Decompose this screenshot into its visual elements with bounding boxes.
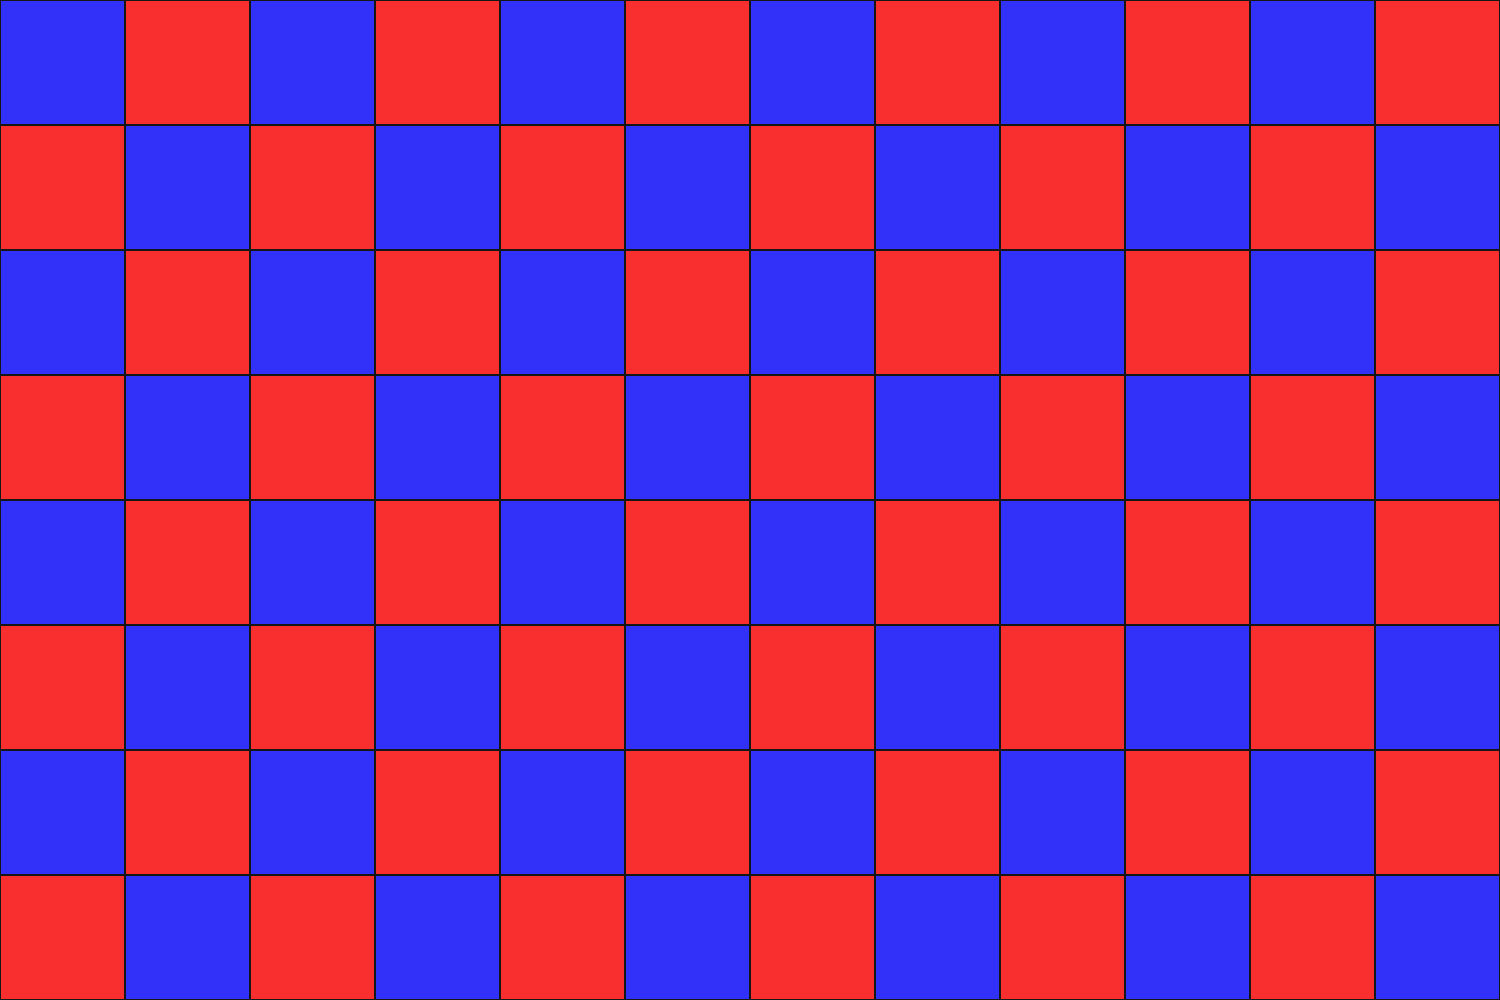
board-cell-red[interactable]: [751, 126, 874, 249]
board-cell-blue[interactable]: [126, 126, 249, 249]
board-cell-blue[interactable]: [501, 1, 624, 124]
board-cell-blue[interactable]: [626, 626, 749, 749]
board-cell-red[interactable]: [501, 126, 624, 249]
board-cell-blue[interactable]: [126, 626, 249, 749]
board-cell-blue[interactable]: [1126, 876, 1249, 999]
board-cell-blue[interactable]: [1, 251, 124, 374]
board-cell-red[interactable]: [1376, 251, 1499, 374]
board-cell-red[interactable]: [1376, 1, 1499, 124]
board-cell-red[interactable]: [876, 1, 999, 124]
board-cell-red[interactable]: [376, 1, 499, 124]
board-cell-red[interactable]: [1001, 626, 1124, 749]
board-cell-red[interactable]: [876, 251, 999, 374]
board-cell-red[interactable]: [501, 626, 624, 749]
board-cell-red[interactable]: [1001, 376, 1124, 499]
board-cell-blue[interactable]: [626, 376, 749, 499]
board-cell-blue[interactable]: [1251, 751, 1374, 874]
board-cell-red[interactable]: [626, 251, 749, 374]
board-cell-blue[interactable]: [1001, 751, 1124, 874]
board-cell-blue[interactable]: [126, 876, 249, 999]
board-cell-blue[interactable]: [501, 251, 624, 374]
board-cell-red[interactable]: [1, 876, 124, 999]
board-cell-red[interactable]: [251, 376, 374, 499]
board-cell-red[interactable]: [376, 751, 499, 874]
board-cell-red[interactable]: [1001, 126, 1124, 249]
board-cell-blue[interactable]: [751, 251, 874, 374]
board-cell-red[interactable]: [126, 751, 249, 874]
board-cell-red[interactable]: [1126, 751, 1249, 874]
board-cell-red[interactable]: [251, 626, 374, 749]
board-cell-red[interactable]: [1376, 751, 1499, 874]
board-cell-blue[interactable]: [501, 751, 624, 874]
board-cell-red[interactable]: [376, 501, 499, 624]
board-cell-blue[interactable]: [376, 626, 499, 749]
board-cell-red[interactable]: [1251, 626, 1374, 749]
board-cell-blue[interactable]: [1251, 251, 1374, 374]
board-cell-blue[interactable]: [626, 876, 749, 999]
board-cell-red[interactable]: [376, 251, 499, 374]
board-cell-blue[interactable]: [1, 751, 124, 874]
board-cell-blue[interactable]: [1001, 251, 1124, 374]
board-cell-blue[interactable]: [1251, 1, 1374, 124]
board-cell-red[interactable]: [1251, 376, 1374, 499]
board-cell-red[interactable]: [751, 376, 874, 499]
board-cell-red[interactable]: [1376, 501, 1499, 624]
board-cell-red[interactable]: [251, 876, 374, 999]
board-cell-blue[interactable]: [1, 501, 124, 624]
board-cell-red[interactable]: [626, 751, 749, 874]
board-cell-red[interactable]: [501, 876, 624, 999]
board-cell-blue[interactable]: [1126, 126, 1249, 249]
board-cell-red[interactable]: [1, 376, 124, 499]
board-cell-red[interactable]: [1126, 501, 1249, 624]
board-cell-blue[interactable]: [1376, 126, 1499, 249]
board-cell-blue[interactable]: [1001, 1, 1124, 124]
board-cell-blue[interactable]: [876, 376, 999, 499]
board-cell-blue[interactable]: [751, 1, 874, 124]
board-cell-red[interactable]: [751, 626, 874, 749]
board-cell-blue[interactable]: [251, 501, 374, 624]
board-cell-red[interactable]: [626, 501, 749, 624]
board-cell-blue[interactable]: [1251, 501, 1374, 624]
board-cell-red[interactable]: [1251, 126, 1374, 249]
board-cell-blue[interactable]: [876, 876, 999, 999]
board-cell-blue[interactable]: [1126, 376, 1249, 499]
board-cell-blue[interactable]: [1376, 376, 1499, 499]
board-cell-red[interactable]: [1126, 1, 1249, 124]
board-cell-red[interactable]: [751, 876, 874, 999]
board-cell-blue[interactable]: [876, 626, 999, 749]
board-cell-blue[interactable]: [251, 251, 374, 374]
board-cell-blue[interactable]: [251, 751, 374, 874]
board-cell-blue[interactable]: [1, 1, 124, 124]
board-cell-blue[interactable]: [1376, 626, 1499, 749]
board-cell-red[interactable]: [1251, 876, 1374, 999]
board-cell-blue[interactable]: [1376, 876, 1499, 999]
board-cell-red[interactable]: [876, 501, 999, 624]
board-cell-blue[interactable]: [1126, 626, 1249, 749]
board-cell-red[interactable]: [1, 126, 124, 249]
board-cell-blue[interactable]: [126, 376, 249, 499]
board-cell-blue[interactable]: [876, 126, 999, 249]
board-cell-blue[interactable]: [376, 376, 499, 499]
board-cell-blue[interactable]: [376, 126, 499, 249]
board-cell-blue[interactable]: [376, 876, 499, 999]
board-cell-red[interactable]: [626, 1, 749, 124]
board-cell-blue[interactable]: [501, 501, 624, 624]
board-cell-red[interactable]: [501, 376, 624, 499]
board-cell-blue[interactable]: [1001, 501, 1124, 624]
board-cell-red[interactable]: [1001, 876, 1124, 999]
board-cell-red[interactable]: [876, 751, 999, 874]
board-cell-blue[interactable]: [751, 751, 874, 874]
board-cell-red[interactable]: [251, 126, 374, 249]
board-cell-red[interactable]: [1126, 251, 1249, 374]
board-cell-blue[interactable]: [626, 126, 749, 249]
board-cell-red[interactable]: [1, 626, 124, 749]
board-cell-red[interactable]: [126, 1, 249, 124]
board-cell-red[interactable]: [126, 501, 249, 624]
board-cell-blue[interactable]: [751, 501, 874, 624]
board-cell-red[interactable]: [126, 251, 249, 374]
board-cell-blue[interactable]: [251, 1, 374, 124]
